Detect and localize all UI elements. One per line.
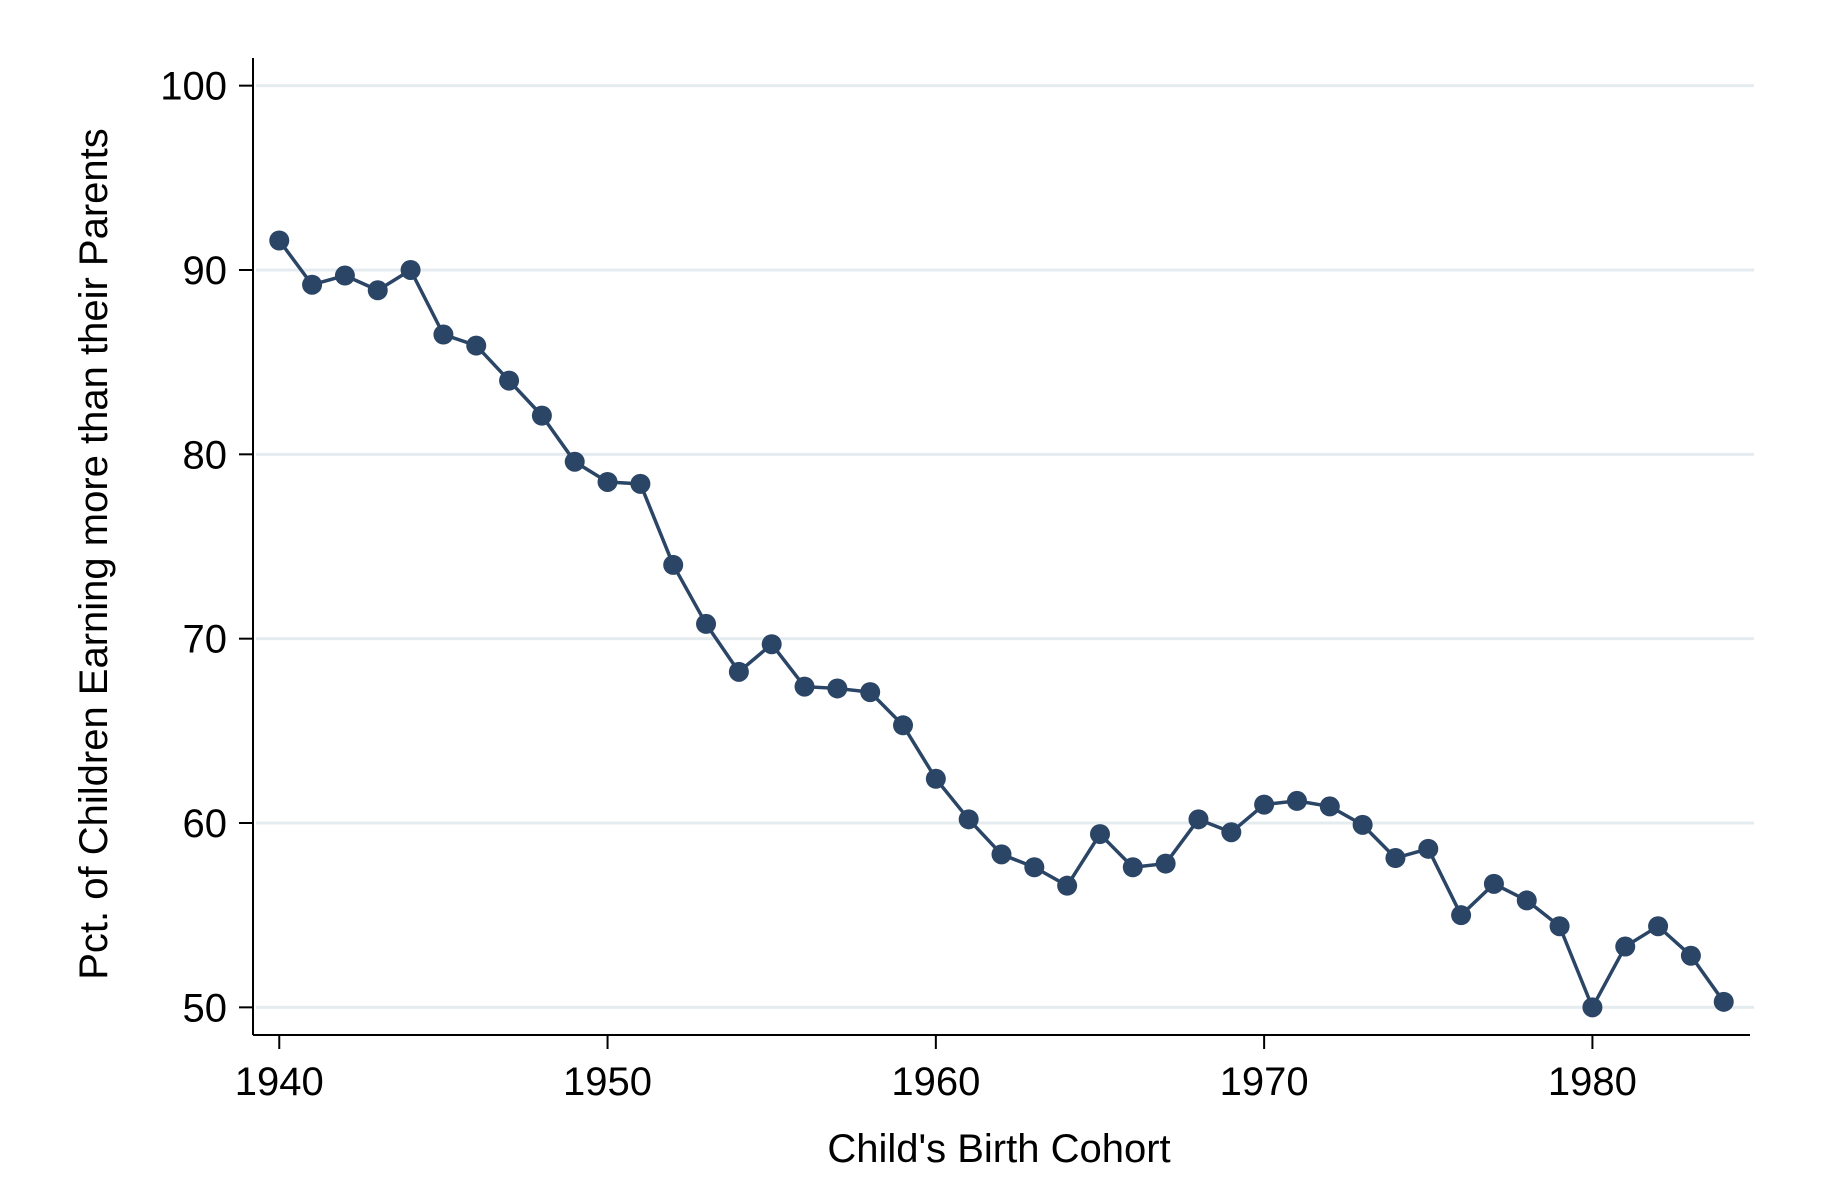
data-point	[1319, 796, 1340, 817]
data-point	[958, 809, 979, 830]
data-point	[991, 844, 1012, 865]
data-point	[728, 661, 749, 682]
data-point	[1254, 794, 1275, 815]
data-point	[761, 634, 782, 655]
x-tick-label: 1960	[891, 1060, 980, 1104]
data-point	[794, 676, 815, 697]
x-tick-label: 1970	[1220, 1060, 1309, 1104]
series-line	[277, 239, 1726, 1010]
data-point	[1483, 873, 1504, 894]
data-point	[433, 324, 454, 345]
y-tick-label: 70	[183, 618, 228, 662]
data-point	[1057, 875, 1078, 896]
data-point	[269, 230, 290, 251]
y-tick-label: 80	[183, 433, 228, 477]
data-point	[925, 768, 946, 789]
data-point	[1122, 857, 1143, 878]
x-tick-label: 1940	[235, 1060, 324, 1104]
data-point	[564, 451, 585, 472]
data-point	[1024, 857, 1045, 878]
x-tick-label: 1980	[1548, 1060, 1637, 1104]
data-point	[1286, 790, 1307, 811]
data-point	[466, 335, 487, 356]
data-point	[1385, 848, 1406, 869]
data-point	[367, 280, 388, 301]
data-point	[1155, 853, 1176, 874]
data-point	[597, 471, 618, 492]
x-axis-ticks: 1940 1950 1960 1970 1980	[235, 1035, 1637, 1104]
data-point	[1582, 997, 1603, 1018]
data-point	[531, 405, 552, 426]
data-point	[1549, 916, 1570, 937]
data-point	[1089, 824, 1110, 845]
y-axis-title: Pct. of Children Earning more than their…	[72, 128, 116, 980]
data-point	[860, 682, 881, 703]
data-point	[1648, 916, 1669, 937]
data-point	[696, 613, 717, 634]
data-point	[334, 265, 355, 286]
data-point	[1516, 890, 1537, 911]
y-tick-label: 60	[183, 802, 228, 846]
y-tick-label: 90	[183, 249, 228, 293]
data-point	[1418, 838, 1439, 859]
x-axis-title: Child's Birth Cohort	[827, 1127, 1170, 1171]
data-point	[630, 473, 651, 494]
y-axis-ticks: 50 60 70 80 90 100	[160, 65, 253, 1030]
x-tick-label: 1950	[563, 1060, 652, 1104]
data-point	[1713, 991, 1734, 1012]
data-point	[663, 554, 684, 575]
data-point	[302, 274, 323, 295]
y-tick-label: 50	[183, 986, 228, 1030]
data-point	[1615, 936, 1636, 957]
data-point	[893, 715, 914, 736]
data-point	[499, 370, 520, 391]
data-point	[1680, 945, 1701, 966]
data-point	[827, 678, 848, 699]
data-point	[1188, 809, 1209, 830]
data-point	[1352, 814, 1373, 835]
data-points	[269, 230, 1734, 1018]
axes	[252, 58, 1750, 1036]
y-tick-label: 100	[160, 65, 227, 109]
gridlines	[256, 84, 1754, 1009]
data-point	[400, 259, 421, 280]
data-point	[1221, 822, 1242, 843]
data-point	[1451, 905, 1472, 926]
